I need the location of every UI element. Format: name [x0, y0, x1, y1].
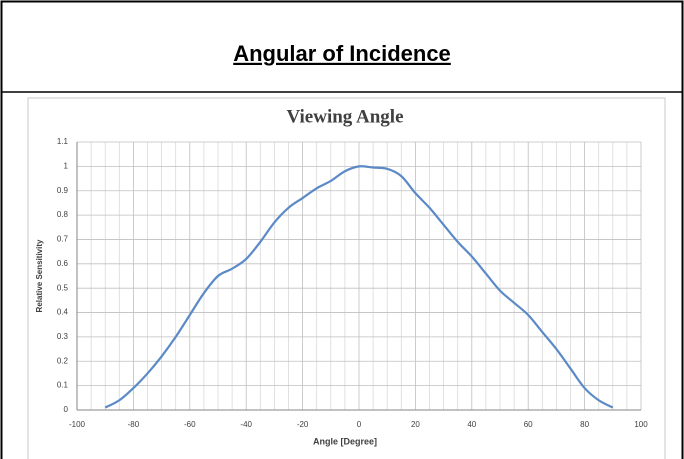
y-tick-label: 0.2: [57, 356, 69, 365]
y-tick-label: 0: [64, 405, 69, 414]
y-tick-label: 0.7: [57, 235, 69, 244]
y-tick-label: 0.6: [57, 259, 69, 268]
y-tick-label: 0.1: [57, 381, 69, 390]
y-tick-label: 0.5: [57, 283, 69, 292]
y-tick-label: 0.3: [57, 332, 69, 341]
x-tick-label: -80: [128, 420, 140, 429]
x-tick-label: -20: [297, 420, 309, 429]
y-tick-label: 0.9: [57, 186, 69, 195]
y-axis-label: Relative Sensitivity: [35, 239, 44, 312]
x-tick-label: 60: [524, 420, 533, 429]
y-tick-label: 0.8: [57, 210, 69, 219]
x-tick-label: -60: [184, 420, 196, 429]
y-tick-label: 0.4: [57, 308, 69, 317]
x-tick-label: 100: [634, 420, 648, 429]
chart-title: Viewing Angle: [287, 106, 404, 127]
x-tick-label: 0: [357, 420, 362, 429]
x-tick-label: 40: [467, 420, 476, 429]
data-line: [104, 165, 614, 409]
x-axis-label: Angle [Degree]: [313, 436, 377, 446]
x-tick-label: 80: [580, 420, 589, 429]
chart-frame: [27, 97, 666, 459]
x-tick-label: -40: [240, 420, 252, 429]
x-tick-label: 20: [411, 420, 420, 429]
x-tick-label: -100: [69, 420, 86, 429]
y-tick-label: 1: [64, 161, 69, 170]
heading: Angular of Incidence: [233, 41, 451, 66]
y-tick-label: 1.1: [57, 137, 69, 146]
